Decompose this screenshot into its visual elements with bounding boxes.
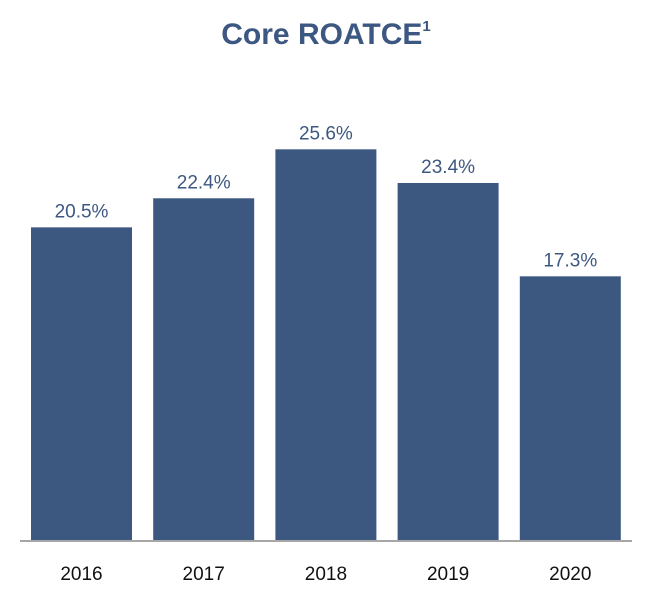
bars-group <box>31 149 621 542</box>
value-label-2020: 17.3% <box>543 250 597 271</box>
value-label-2016: 20.5% <box>55 201 109 222</box>
tick-labels-group: 2016 2017 2018 2019 2020 <box>60 564 591 585</box>
x-tick-label-2019: 2019 <box>427 564 469 585</box>
value-label-2019: 23.4% <box>421 157 475 178</box>
chart-title-superscript: 1 <box>422 18 430 35</box>
x-tick-label-2017: 2017 <box>183 564 225 585</box>
bar-2018 <box>275 149 377 541</box>
bar-2019 <box>397 182 499 542</box>
chart-title-text: Core ROATCE <box>221 18 422 51</box>
value-label-2018: 25.6% <box>299 123 353 144</box>
x-tick-label-2018: 2018 <box>305 564 347 585</box>
bar-2020 <box>519 276 621 541</box>
chart-title: Core ROATCE1 <box>221 18 430 51</box>
x-tick-label-2020: 2020 <box>549 564 591 585</box>
value-label-2017: 22.4% <box>177 172 231 193</box>
bar-2017 <box>153 198 255 541</box>
x-tick-label-2016: 2016 <box>60 564 102 585</box>
value-labels-group: 20.5% 22.4% 25.6% 23.4% 17.3% <box>55 123 598 271</box>
bar-2016 <box>31 227 132 541</box>
